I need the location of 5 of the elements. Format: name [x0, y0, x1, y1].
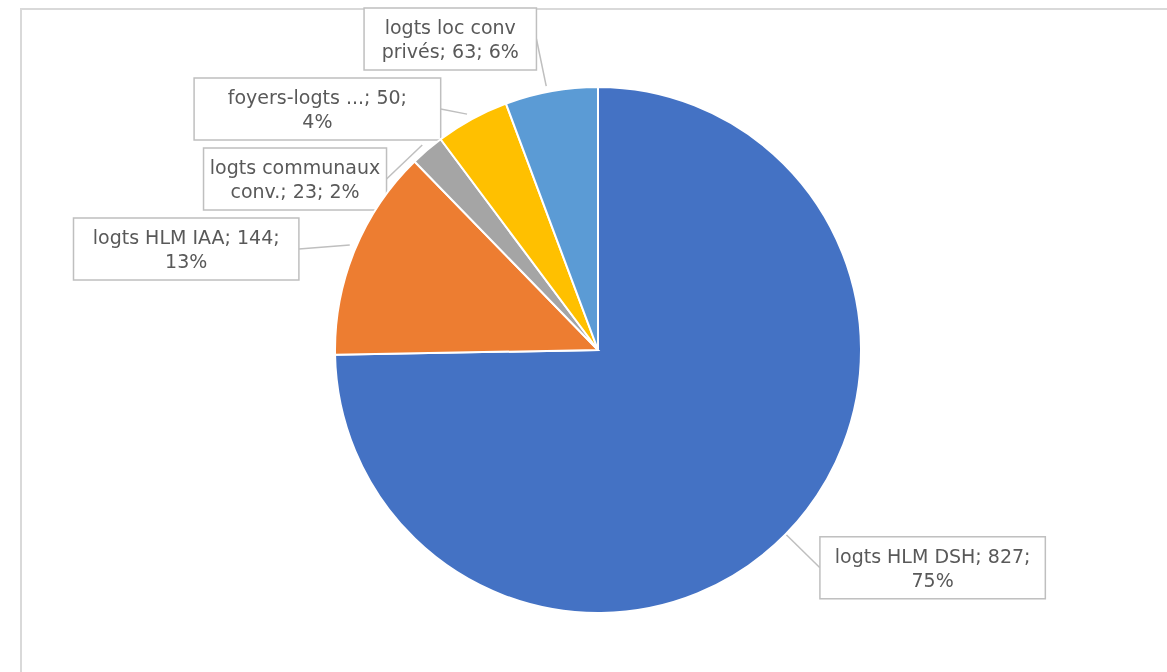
slice-label: logts HLM IAA; 144; 13%	[92, 226, 280, 272]
slice-label: logts communaux conv.; 23; 2%	[209, 156, 381, 202]
slice-label: logts loc conv privés; 63; 6%	[381, 16, 519, 62]
slice-label: foyers-logts ...; 50; 4%	[227, 86, 408, 132]
slice-label: logts HLM DSH; 827; 75%	[834, 544, 1031, 591]
